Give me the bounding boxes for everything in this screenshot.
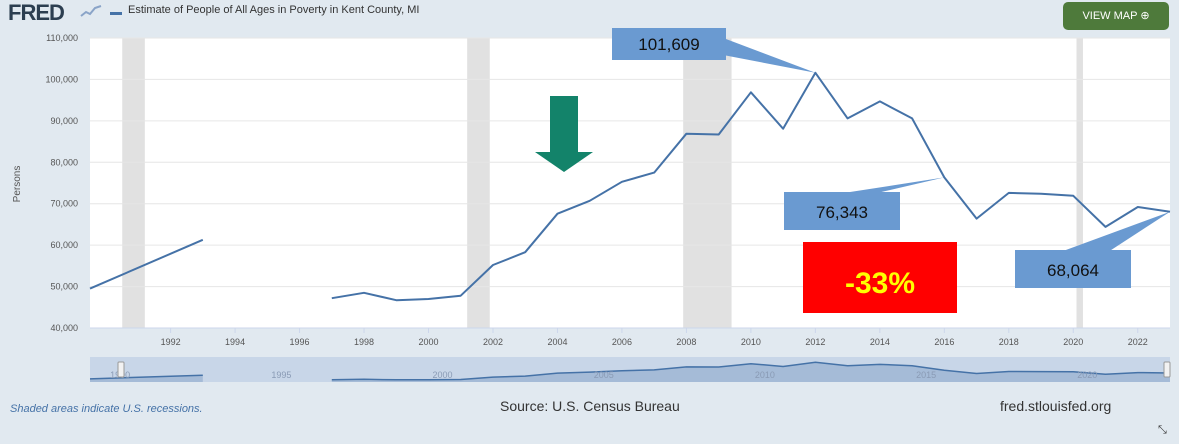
chart-header: FRED Estimate of People of All Ages in P… [0, 0, 1179, 30]
callout-box [612, 28, 726, 60]
y-tick-label: 60,000 [50, 240, 78, 250]
source-text: Source: U.S. Census Bureau [500, 398, 680, 414]
x-tick-label: 2012 [805, 337, 825, 347]
navigator-area [90, 375, 203, 382]
recession-band [122, 38, 145, 328]
navigator-handle-left[interactable] [117, 361, 125, 378]
navigator-line [89, 374, 203, 380]
expand-icon[interactable]: ⤡ [1158, 424, 1167, 436]
x-tick-label: 2022 [1128, 337, 1148, 347]
x-tick-label: 1998 [354, 337, 374, 347]
navigator-tick-label: 2000 [433, 370, 453, 380]
x-tick-label: 2014 [870, 337, 890, 347]
x-tick-label: 2006 [612, 337, 632, 347]
callout-label: 68,064 [1047, 261, 1099, 280]
callout-box [1015, 250, 1131, 288]
change-label: -33% [845, 267, 915, 300]
y-tick-label: 90,000 [50, 116, 78, 126]
x-tick-label: 2020 [1063, 337, 1083, 347]
x-tick-label: 2004 [547, 337, 567, 347]
y-tick-label: 40,000 [50, 323, 78, 333]
y-tick-label: 110,000 [46, 33, 78, 43]
navigator-tick-label: 2020 [1077, 370, 1097, 380]
y-axis-label: Persons [12, 166, 23, 203]
callout-label: 76,343 [816, 203, 868, 222]
view-map-button[interactable]: VIEW MAP ⊕ [1063, 2, 1169, 30]
legend-label[interactable]: Estimate of People of All Ages in Povert… [128, 4, 420, 16]
y-tick-label: 100,000 [45, 74, 78, 84]
x-tick-label: 2018 [999, 337, 1019, 347]
callout-pointer [824, 177, 945, 196]
x-tick-label: 1994 [225, 337, 245, 347]
navigator-tick-label: 2005 [594, 370, 614, 380]
fred-logo[interactable]: FRED [8, 0, 65, 25]
series-line [89, 238, 204, 290]
x-tick-label: 2000 [418, 337, 438, 347]
recession-note: Shaded areas indicate U.S. recessions. [10, 403, 203, 415]
y-tick-label: 70,000 [50, 199, 78, 209]
navigator-handle-right[interactable] [1163, 361, 1171, 378]
callout-pointer [1055, 211, 1170, 254]
x-tick-label: 2016 [934, 337, 954, 347]
navigator-area [331, 362, 1170, 382]
y-tick-label: 50,000 [50, 282, 78, 292]
x-tick-label: 2002 [483, 337, 503, 347]
line-spark-icon [80, 5, 102, 17]
series-line [331, 71, 1171, 302]
site-link[interactable]: fred.stlouisfed.org [1000, 398, 1112, 414]
x-tick-label: 2010 [741, 337, 761, 347]
callout-label: 101,609 [638, 35, 699, 54]
y-tick-label: 80,000 [50, 157, 78, 167]
plot-background [90, 38, 1170, 328]
recession-band [467, 38, 490, 328]
legend-swatch [110, 12, 122, 15]
navigator-tick-label: 1995 [271, 370, 291, 380]
recession-band [683, 38, 732, 328]
down-arrow-icon [535, 96, 593, 172]
chart: 40,000 50,000 60,000 70,000 80,000 90,000 100,… [12, 28, 1171, 382]
x-tick-label: 1996 [290, 337, 310, 347]
callout-box [784, 192, 900, 230]
callout-pointer [718, 36, 816, 73]
recession-band [1076, 38, 1083, 328]
x-tick-label: 1992 [161, 337, 181, 347]
x-tick-label: 2008 [676, 337, 696, 347]
navigator-tick-label: 2015 [916, 370, 936, 380]
change-box [803, 242, 957, 313]
navigator-line [331, 361, 1171, 381]
navigator-tick-label: 2010 [755, 370, 775, 380]
